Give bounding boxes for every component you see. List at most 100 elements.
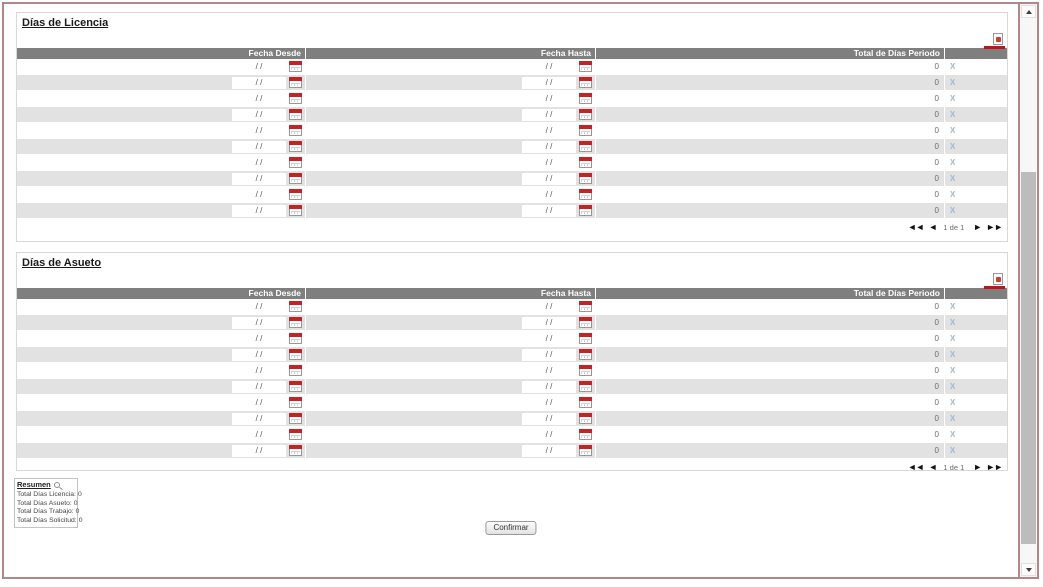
calendar-icon[interactable] bbox=[579, 349, 592, 360]
calendar-icon[interactable] bbox=[579, 173, 592, 184]
calendar-icon[interactable] bbox=[289, 77, 302, 88]
calendar-icon[interactable] bbox=[289, 141, 302, 152]
fecha-desde-input[interactable] bbox=[232, 60, 286, 73]
add-row-button[interactable] bbox=[984, 272, 1005, 290]
delete-row-link[interactable]: X bbox=[950, 142, 956, 151]
calendar-icon[interactable] bbox=[579, 205, 592, 216]
calendar-icon[interactable] bbox=[289, 413, 302, 424]
delete-row-link[interactable]: X bbox=[950, 398, 956, 407]
delete-row-link[interactable]: X bbox=[950, 414, 956, 423]
calendar-icon[interactable] bbox=[289, 333, 302, 344]
vertical-scrollbar[interactable] bbox=[1018, 4, 1037, 577]
fecha-hasta-input[interactable] bbox=[522, 156, 576, 169]
calendar-icon[interactable] bbox=[289, 429, 302, 440]
add-record-icon[interactable] bbox=[993, 33, 1003, 45]
delete-row-link[interactable]: X bbox=[950, 206, 956, 215]
calendar-icon[interactable] bbox=[289, 61, 302, 72]
fecha-hasta-input[interactable] bbox=[522, 60, 576, 73]
fecha-hasta-input[interactable] bbox=[522, 108, 576, 121]
calendar-icon[interactable] bbox=[579, 157, 592, 168]
add-row-button[interactable] bbox=[984, 32, 1005, 50]
delete-row-link[interactable]: X bbox=[950, 430, 956, 439]
next-page-icon[interactable]: ► bbox=[973, 222, 982, 232]
fecha-hasta-input[interactable] bbox=[522, 380, 576, 393]
calendar-icon[interactable] bbox=[289, 205, 302, 216]
delete-row-link[interactable]: X bbox=[950, 174, 956, 183]
fecha-hasta-input[interactable] bbox=[522, 76, 576, 89]
fecha-desde-input[interactable] bbox=[232, 396, 286, 409]
calendar-icon[interactable] bbox=[579, 141, 592, 152]
dias-asueto-title-link[interactable]: Días de Asueto bbox=[22, 257, 102, 269]
fecha-hasta-input[interactable] bbox=[522, 124, 576, 137]
fecha-desde-input[interactable] bbox=[232, 300, 286, 313]
calendar-icon[interactable] bbox=[579, 365, 592, 376]
fecha-desde-input[interactable] bbox=[232, 348, 286, 361]
calendar-icon[interactable] bbox=[289, 189, 302, 200]
calendar-icon[interactable] bbox=[579, 445, 592, 456]
fecha-hasta-input[interactable] bbox=[522, 348, 576, 361]
fecha-hasta-input[interactable] bbox=[522, 204, 576, 217]
confirmar-button[interactable]: Confirmar bbox=[485, 521, 537, 535]
fecha-desde-input[interactable] bbox=[232, 364, 286, 377]
scrollbar-thumb[interactable] bbox=[1021, 172, 1036, 544]
next-page-icon[interactable]: ► bbox=[973, 462, 982, 472]
fecha-hasta-input[interactable] bbox=[522, 172, 576, 185]
calendar-icon[interactable] bbox=[289, 349, 302, 360]
calendar-icon[interactable] bbox=[579, 429, 592, 440]
fecha-hasta-input[interactable] bbox=[522, 188, 576, 201]
fecha-hasta-input[interactable] bbox=[522, 428, 576, 441]
fecha-hasta-input[interactable] bbox=[522, 300, 576, 313]
fecha-desde-input[interactable] bbox=[232, 140, 286, 153]
delete-row-link[interactable]: X bbox=[950, 318, 956, 327]
fecha-desde-input[interactable] bbox=[232, 204, 286, 217]
delete-row-link[interactable]: X bbox=[950, 334, 956, 343]
calendar-icon[interactable] bbox=[289, 317, 302, 328]
fecha-hasta-input[interactable] bbox=[522, 316, 576, 329]
delete-row-link[interactable]: X bbox=[950, 78, 956, 87]
calendar-icon[interactable] bbox=[579, 125, 592, 136]
resumen-link[interactable]: Resumen bbox=[17, 480, 51, 489]
fecha-hasta-input[interactable] bbox=[522, 396, 576, 409]
fecha-hasta-input[interactable] bbox=[522, 140, 576, 153]
last-page-icon[interactable]: ►► bbox=[986, 222, 1003, 232]
calendar-icon[interactable] bbox=[579, 317, 592, 328]
calendar-icon[interactable] bbox=[579, 61, 592, 72]
fecha-desde-input[interactable] bbox=[232, 332, 286, 345]
last-page-icon[interactable]: ►► bbox=[986, 462, 1003, 472]
fecha-hasta-input[interactable] bbox=[522, 412, 576, 425]
calendar-icon[interactable] bbox=[289, 93, 302, 104]
first-page-icon[interactable]: ◄◄ bbox=[907, 222, 925, 232]
add-record-icon[interactable] bbox=[993, 273, 1003, 285]
calendar-icon[interactable] bbox=[289, 445, 302, 456]
calendar-icon[interactable] bbox=[289, 125, 302, 136]
calendar-icon[interactable] bbox=[579, 301, 592, 312]
delete-row-link[interactable]: X bbox=[950, 382, 956, 391]
calendar-icon[interactable] bbox=[289, 109, 302, 120]
calendar-icon[interactable] bbox=[579, 413, 592, 424]
fecha-desde-input[interactable] bbox=[232, 92, 286, 105]
delete-row-link[interactable]: X bbox=[950, 446, 956, 455]
fecha-hasta-input[interactable] bbox=[522, 92, 576, 105]
fecha-desde-input[interactable] bbox=[232, 412, 286, 425]
delete-row-link[interactable]: X bbox=[950, 366, 956, 375]
calendar-icon[interactable] bbox=[289, 173, 302, 184]
fecha-desde-input[interactable] bbox=[232, 428, 286, 441]
calendar-icon[interactable] bbox=[579, 397, 592, 408]
delete-row-link[interactable]: X bbox=[950, 350, 956, 359]
delete-row-link[interactable]: X bbox=[950, 110, 956, 119]
scroll-down-button[interactable] bbox=[1021, 563, 1036, 576]
fecha-desde-input[interactable] bbox=[232, 76, 286, 89]
fecha-desde-input[interactable] bbox=[232, 316, 286, 329]
fecha-desde-input[interactable] bbox=[232, 172, 286, 185]
dias-licencia-title-link[interactable]: Días de Licencia bbox=[22, 17, 109, 29]
fecha-hasta-input[interactable] bbox=[522, 364, 576, 377]
calendar-icon[interactable] bbox=[579, 93, 592, 104]
calendar-icon[interactable] bbox=[579, 109, 592, 120]
calendar-icon[interactable] bbox=[289, 365, 302, 376]
fecha-desde-input[interactable] bbox=[232, 124, 286, 137]
calendar-icon[interactable] bbox=[289, 301, 302, 312]
calendar-icon[interactable] bbox=[579, 333, 592, 344]
calendar-icon[interactable] bbox=[289, 397, 302, 408]
previous-page-icon[interactable]: ◄ bbox=[928, 462, 937, 472]
first-page-icon[interactable]: ◄◄ bbox=[907, 462, 925, 472]
